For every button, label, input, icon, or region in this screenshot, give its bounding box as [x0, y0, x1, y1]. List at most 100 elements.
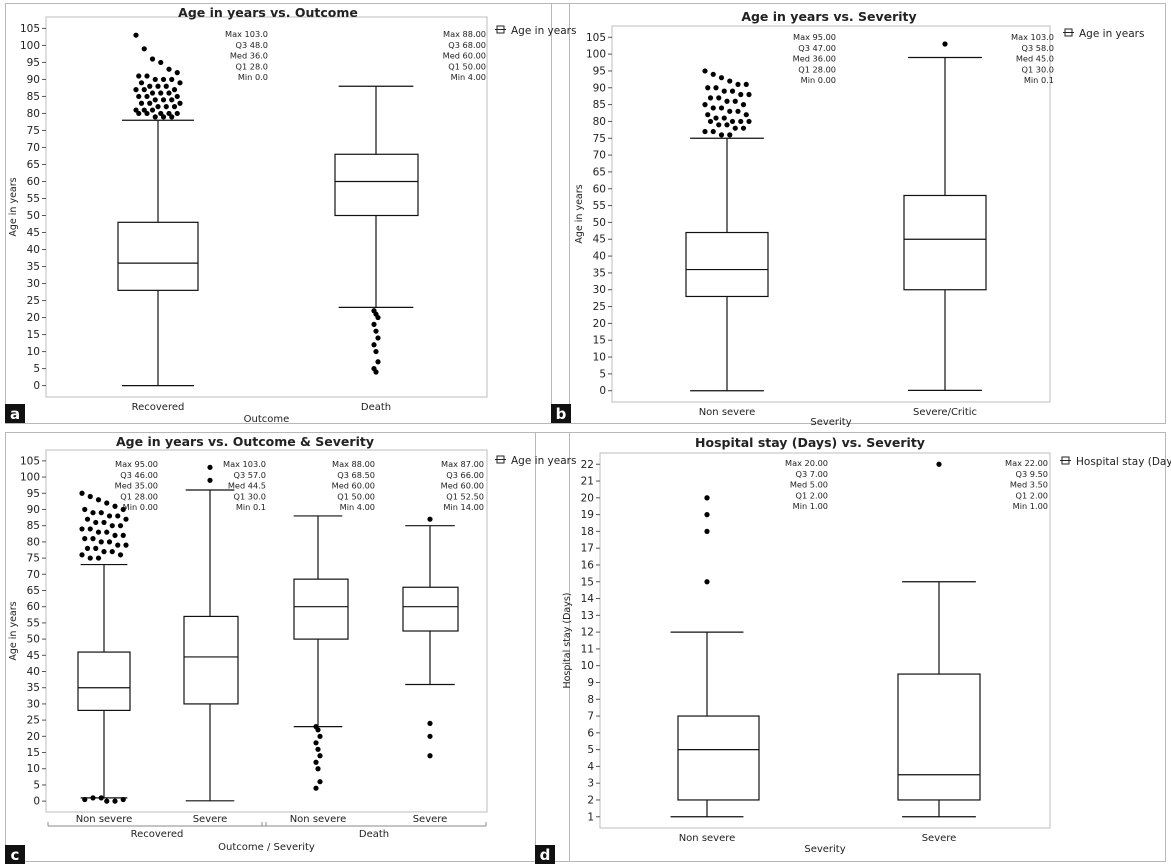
outlier-point — [735, 108, 741, 114]
outlier-point — [738, 118, 744, 125]
x-tick-label: Non severe — [679, 833, 736, 844]
outlier-point — [373, 328, 379, 334]
stat-label: Min 0.0 — [238, 72, 268, 82]
outlier-point — [710, 128, 716, 135]
legend-label: Age in years — [1079, 28, 1144, 40]
outlier-point — [82, 506, 88, 513]
outlier-point — [704, 528, 710, 534]
outlier-point — [317, 733, 323, 739]
outlier-point — [115, 513, 121, 519]
stat-label: Q1 28.00 — [798, 64, 836, 74]
y-axis-label: Age in years — [8, 601, 19, 660]
x-tick-label: Severe — [922, 833, 957, 844]
y-tick-label: 35 — [27, 261, 40, 273]
outlier-point — [149, 90, 156, 96]
y-tick-label: 30 — [27, 698, 40, 710]
stat-label: Q3 9.50 — [1016, 469, 1049, 479]
outlier-point — [163, 104, 169, 110]
y-tick-label: 50 — [27, 634, 40, 646]
outlier-point — [104, 500, 110, 506]
stat-label: Max 103.0 — [1011, 32, 1054, 42]
panel-letter: b — [556, 405, 567, 423]
outlier-point — [743, 112, 749, 118]
y-tick-label: 45 — [27, 650, 40, 662]
y-tick-label: 55 — [27, 617, 40, 629]
y-tick-label: 0 — [33, 380, 40, 392]
outlier-point — [427, 733, 433, 739]
y-tick-label: 65 — [27, 159, 40, 171]
iqr-box — [903, 194, 987, 291]
outlier-point — [93, 519, 99, 526]
y-tick-label: 17 — [581, 543, 594, 555]
y-tick-label: 5 — [33, 779, 40, 791]
legend: Age in years — [495, 25, 576, 37]
outlier-point — [207, 464, 213, 470]
stat-label: Min 0.1 — [236, 502, 266, 512]
outlier-point — [702, 68, 708, 74]
stat-label: Min 4.00 — [451, 72, 486, 82]
outlier-point — [704, 579, 710, 585]
y-tick-label: 14 — [581, 593, 595, 605]
outlier-point — [136, 110, 142, 117]
chart-panel-a: Age in years vs. Outcome 0 5 10 15 20 25 30 35 40… — [5, 5, 576, 425]
outlier-point — [90, 510, 96, 516]
y-tick-label: 40 — [593, 251, 606, 263]
outlier-point — [375, 359, 381, 365]
x-tick-label: Severe — [193, 814, 228, 825]
outlier-point — [82, 536, 88, 542]
outlier-point — [123, 542, 129, 548]
outlier-point — [746, 118, 752, 125]
outlier-point — [123, 516, 129, 522]
y-tick-label: 9 — [587, 677, 594, 689]
outlier-point — [155, 83, 161, 89]
outlier-point — [707, 95, 714, 101]
stat-label: Min 0.1 — [1024, 75, 1054, 85]
outlier-point — [98, 795, 104, 801]
outlier-point — [207, 477, 213, 483]
y-tick-label: 3 — [587, 778, 594, 790]
stat-label: Med 60.00 — [332, 481, 375, 491]
outlier-point — [155, 104, 161, 110]
y-tick-label: 95 — [27, 488, 40, 500]
outlier-point — [158, 90, 164, 96]
y-tick-label: 55 — [27, 193, 40, 205]
y-tick-label: 35 — [27, 682, 40, 694]
outlier-point — [106, 539, 113, 545]
outlier-point — [315, 727, 321, 733]
outlier-point — [141, 46, 147, 52]
y-tick-label: 75 — [27, 125, 40, 137]
y-tick-label: 5 — [33, 363, 40, 375]
x-axis-label: Severity — [804, 844, 845, 855]
outlier-point — [87, 555, 93, 561]
x-tick-label: Recovered — [132, 402, 185, 413]
stat-label: Q1 2.00 — [796, 490, 829, 500]
outlier-point — [702, 102, 708, 108]
y-tick-label: 0 — [33, 796, 40, 808]
outlier-point — [724, 98, 730, 104]
chart-panel-b: Age in years vs. Severity 0 5 10 15 20 25 30 35 4… — [551, 9, 1144, 428]
stat-label: Max 88.00 — [332, 459, 375, 469]
y-tick-label: 10 — [27, 763, 40, 775]
y-tick-label: 25 — [27, 715, 40, 727]
outlier-point — [147, 100, 153, 106]
stat-label: Q3 58.0 — [1022, 43, 1055, 53]
outlier-point — [738, 91, 744, 98]
iqr-box — [117, 221, 199, 291]
stat-label: Q1 2.00 — [1016, 490, 1049, 500]
stat-label: Q1 28.00 — [120, 491, 158, 501]
stat-label: Q3 57.0 — [234, 470, 267, 480]
outlier-point — [79, 490, 85, 496]
x-tick-label: Non severe — [699, 407, 756, 418]
outlier-point — [158, 59, 164, 66]
legend-label: Age in years — [511, 455, 576, 467]
stat-label: Max 103.0 — [223, 459, 266, 469]
iqr-box — [183, 615, 239, 705]
y-tick-label: 100 — [586, 49, 606, 61]
stat-label: Max 20.00 — [785, 458, 828, 468]
y-tick-label: 35 — [593, 267, 606, 279]
x-axis-label: Outcome / Severity — [218, 842, 315, 853]
outlier-point — [87, 493, 93, 500]
outlier-point — [729, 118, 736, 125]
